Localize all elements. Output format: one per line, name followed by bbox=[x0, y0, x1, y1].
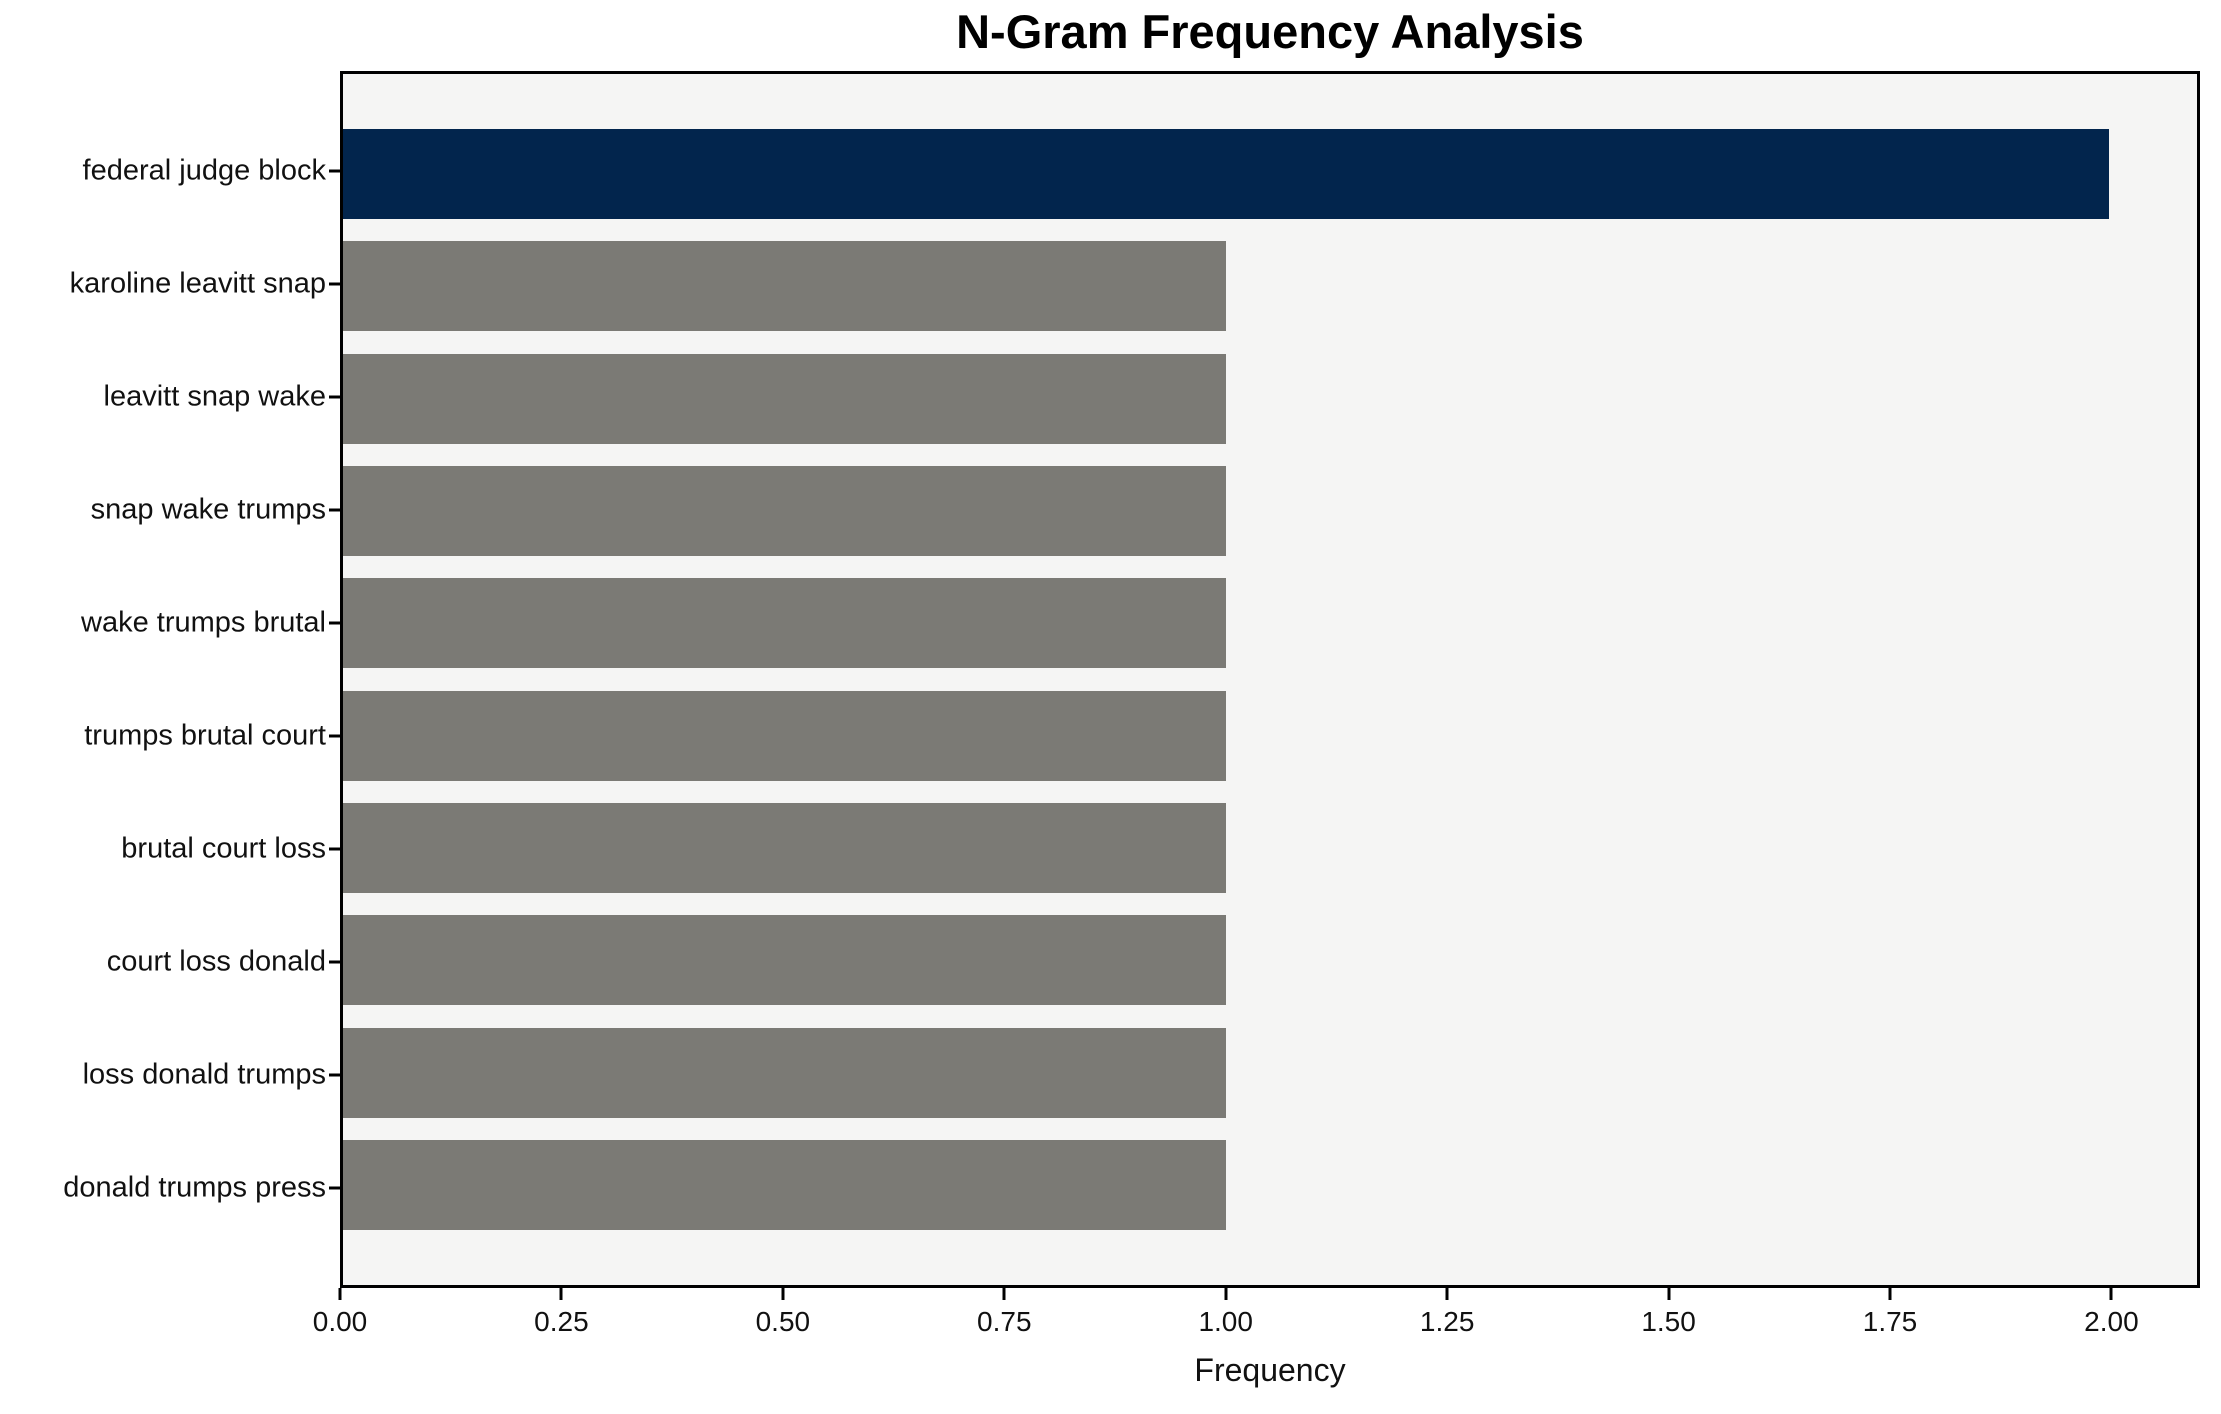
y-tick-label: loss donald trumps bbox=[82, 1058, 326, 1091]
y-tick-mark bbox=[329, 1186, 340, 1190]
x-tick-mark bbox=[781, 1288, 785, 1300]
x-tick-label: 1.50 bbox=[1641, 1306, 1696, 1337]
x-tick-mark bbox=[2109, 1288, 2113, 1300]
bar bbox=[343, 353, 1226, 444]
y-tick-mark bbox=[329, 508, 340, 512]
bar bbox=[343, 466, 1226, 556]
y-tick-mark bbox=[329, 395, 340, 399]
y-tick-label: karoline leavitt snap bbox=[69, 267, 326, 300]
x-tick-label: 1.25 bbox=[1419, 1306, 1475, 1337]
y-tick-label: federal judge block bbox=[82, 154, 326, 187]
x-tick-mark bbox=[559, 1288, 563, 1300]
y-tick-label: snap wake trumps bbox=[90, 493, 326, 526]
x-tick-label: 2.00 bbox=[2084, 1306, 2139, 1337]
x-tick-mark bbox=[1224, 1288, 1228, 1300]
bar bbox=[343, 915, 1226, 1006]
bar bbox=[343, 803, 1226, 893]
y-tick-label: donald trumps press bbox=[63, 1171, 326, 1204]
y-tick-label: leavitt snap wake bbox=[103, 380, 326, 413]
y-tick-label: court loss donald bbox=[106, 945, 326, 978]
x-tick-label: 0.25 bbox=[534, 1306, 589, 1337]
y-tick-label: trumps brutal court bbox=[84, 719, 326, 752]
bar bbox=[343, 1027, 1226, 1118]
x-tick-mark bbox=[338, 1288, 342, 1300]
x-tick-mark bbox=[1888, 1288, 1892, 1300]
x-tick-label: 1.75 bbox=[1862, 1306, 1918, 1337]
bar bbox=[343, 129, 2109, 219]
bar bbox=[343, 578, 1226, 669]
y-tick-label: wake trumps brutal bbox=[81, 606, 326, 639]
y-tick-mark bbox=[329, 847, 340, 851]
x-tick-mark bbox=[1002, 1288, 1006, 1300]
y-tick-mark bbox=[329, 282, 340, 286]
x-tick-label: 0.75 bbox=[977, 1306, 1032, 1337]
bar bbox=[343, 241, 1226, 332]
x-tick-mark bbox=[1667, 1288, 1671, 1300]
plot-area bbox=[340, 71, 2200, 1288]
y-tick-mark bbox=[329, 734, 340, 738]
y-tick-mark bbox=[329, 1073, 340, 1077]
x-tick-mark bbox=[1445, 1288, 1449, 1300]
y-tick-mark bbox=[329, 169, 340, 173]
x-axis-label: Frequency bbox=[1194, 1352, 1346, 1388]
x-tick-label: 1.00 bbox=[1198, 1306, 1253, 1337]
y-tick-mark bbox=[329, 621, 340, 625]
bar bbox=[343, 1140, 1226, 1230]
y-tick-mark bbox=[329, 960, 340, 964]
x-tick-label: 0.50 bbox=[755, 1306, 811, 1337]
chart-title: N-Gram Frequency Analysis bbox=[956, 5, 1584, 58]
bar bbox=[343, 690, 1226, 781]
x-tick-label: 0.00 bbox=[312, 1306, 368, 1337]
y-tick-label: brutal court loss bbox=[121, 832, 326, 865]
